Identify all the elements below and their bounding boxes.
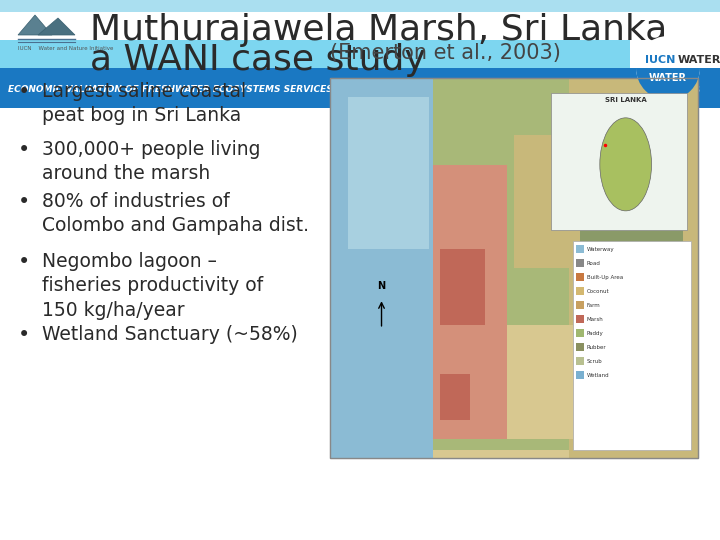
Text: Road: Road [587,261,600,266]
Text: (Emerton et al., 2003): (Emerton et al., 2003) [330,43,561,63]
Bar [0,0,720,12]
Text: ECONOMIC VALUATION OF FRESHWATER ECOSYSTEMS SERVICES: ECONOMIC VALUATION OF FRESHWATER ECOSYST… [8,85,333,94]
Text: •: • [18,252,30,272]
Text: IWC8: IWC8 [668,85,700,95]
Bar [576,329,584,338]
Bar [441,374,470,420]
Text: N: N [377,281,386,291]
Text: •: • [18,82,30,102]
Bar [348,97,429,249]
Bar [576,287,584,295]
Text: Farm: Farm [587,303,600,308]
Text: Negombo lagoon –
fisheries productivity of
150 kg/ha/year: Negombo lagoon – fisheries productivity … [42,252,263,320]
Text: •: • [18,192,30,212]
Text: IUCN: IUCN [645,55,675,65]
Bar [0,68,720,108]
Bar [551,93,687,230]
Wedge shape [636,68,700,100]
Bar [576,273,584,281]
Bar [441,249,485,325]
Text: WATER: WATER [678,55,720,65]
Bar [330,78,433,458]
Bar [576,301,584,309]
Text: SRI LANKA: SRI LANKA [605,97,647,103]
Bar [580,211,683,420]
Text: 80% of industries of
Colombo and Gampaha dist.: 80% of industries of Colombo and Gampaha… [42,192,309,235]
Bar [573,241,690,450]
Text: Paddy: Paddy [587,331,603,336]
Bar [514,135,570,268]
Text: Coconut: Coconut [587,289,610,294]
Text: Wetland: Wetland [587,373,610,378]
Text: Wetland Sanctuary (~58%): Wetland Sanctuary (~58%) [42,325,298,344]
Bar [433,78,573,450]
Text: Rubber: Rubber [587,345,606,350]
Bar [576,357,584,366]
Bar [330,78,698,458]
Bar [433,78,698,458]
Bar [576,259,584,267]
Bar [576,372,584,380]
Bar [330,78,698,458]
Circle shape [636,36,700,100]
Text: WATER: WATER [649,73,687,83]
Polygon shape [38,18,75,35]
Text: Largest saline coastal
peat bog in Sri Lanka: Largest saline coastal peat bog in Sri L… [42,82,246,125]
Polygon shape [18,15,52,35]
Text: IUCN    Water and Nature Initiative: IUCN Water and Nature Initiative [18,46,113,51]
Text: a WANI case study: a WANI case study [90,43,426,77]
Bar [576,245,584,253]
Bar [0,40,630,68]
Text: Muthurajawela Marsh, Sri Lanka: Muthurajawela Marsh, Sri Lanka [90,13,667,47]
Bar [576,343,584,352]
Text: Built-Up Area: Built-Up Area [587,275,623,280]
Text: Waterway: Waterway [587,247,614,252]
Ellipse shape [600,118,652,211]
Text: •: • [18,325,30,345]
Bar [570,78,698,458]
Text: Marsh: Marsh [587,317,603,322]
Bar [576,315,584,323]
Text: Scrub: Scrub [587,359,603,364]
Text: 300,000+ people living
around the marsh: 300,000+ people living around the marsh [42,140,261,183]
Text: •: • [18,140,30,160]
Bar [507,325,573,439]
Bar [433,165,507,439]
